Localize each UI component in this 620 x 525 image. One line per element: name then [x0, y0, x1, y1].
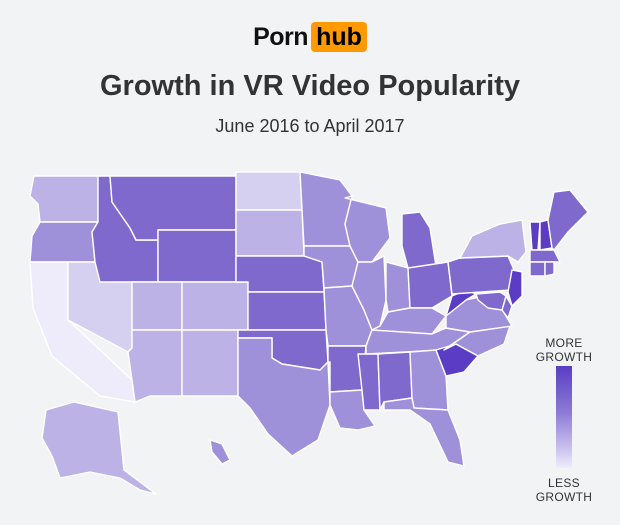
state-ks: [247, 291, 327, 331]
state-vt: [529, 221, 541, 251]
state-md: [475, 291, 507, 311]
state-co: [181, 281, 249, 331]
state-ma: [529, 249, 561, 263]
state-az: [127, 329, 183, 403]
state-ri: [544, 261, 555, 277]
state-mn: [299, 171, 353, 247]
state-fl: [383, 397, 465, 467]
legend-high-line1: MORE: [545, 336, 583, 350]
state-wy: [157, 229, 237, 283]
state-mi: [401, 211, 437, 269]
state-pa: [447, 255, 515, 295]
legend-low-label: LESS GROWTH: [519, 476, 609, 504]
map-title: Growth in VR Video Popularity: [99, 70, 520, 102]
state-wa: [29, 175, 99, 223]
legend-high-line2: GROWTH: [535, 350, 593, 364]
state-ct: [529, 261, 546, 277]
state-or: [29, 221, 99, 263]
state-nm: [181, 329, 239, 397]
state-hi: [209, 439, 231, 465]
state-in: [385, 261, 411, 313]
map-subtitle: June 2016 to April 2017: [215, 116, 405, 136]
state-ny: [459, 219, 527, 263]
state-ut: [131, 281, 183, 331]
state-ky: [371, 307, 447, 335]
state-nd: [235, 171, 303, 211]
legend-high-label: MORE GROWTH: [519, 336, 609, 364]
legend-low-line1: LESS: [548, 476, 580, 490]
legend-low-line2: GROWTH: [535, 490, 593, 504]
state-ms: [357, 353, 381, 411]
brand-logo-part1: Porn: [253, 22, 309, 51]
state-nj: [507, 269, 523, 307]
brand-logo-part2: hub: [311, 22, 367, 52]
state-ne: [235, 255, 325, 293]
state-ak: [41, 401, 157, 495]
state-me: [547, 189, 589, 251]
brand-logo: Porn hub: [0, 22, 620, 52]
state-oh: [407, 261, 453, 309]
state-sd: [235, 209, 305, 257]
legend-gradient-bar: [556, 366, 572, 468]
